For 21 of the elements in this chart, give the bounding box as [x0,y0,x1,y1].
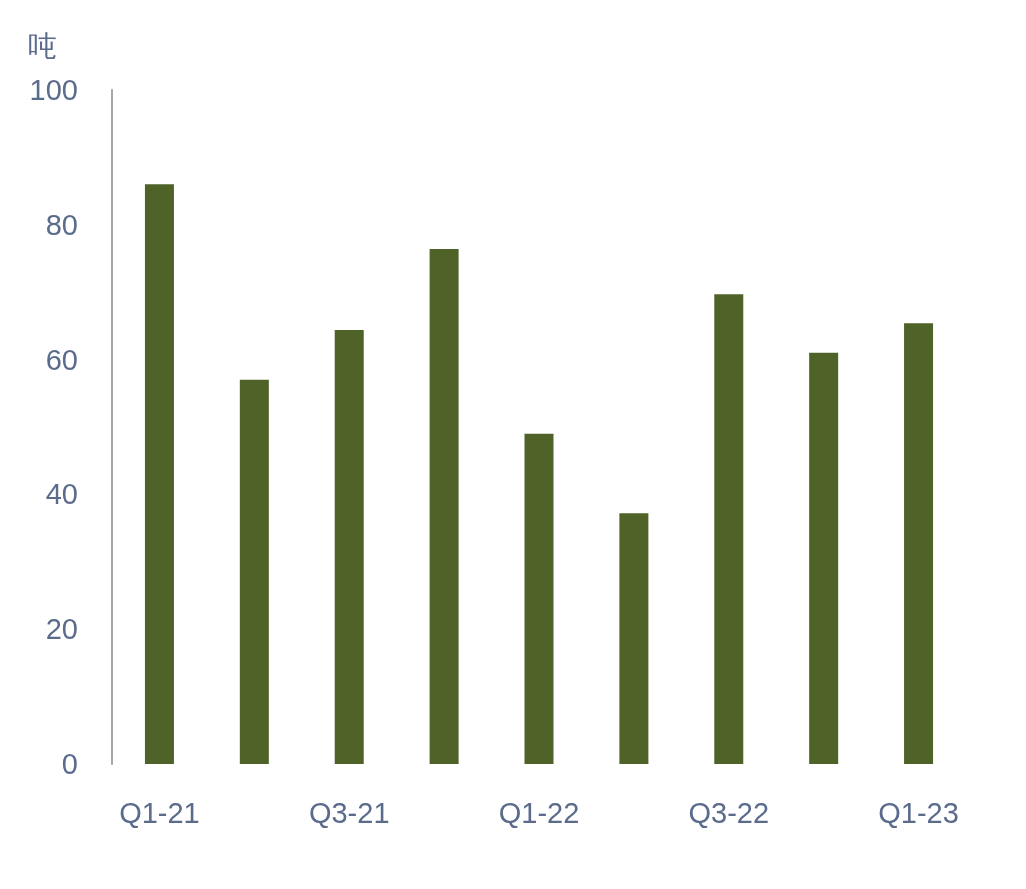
bar [144,184,174,764]
y-tick-label: 100 [29,74,78,106]
x-tick-label: Q1-21 [119,796,200,829]
y-axis-title: 吨 [28,29,57,62]
bar [809,352,839,764]
bar [334,329,364,764]
bar [619,513,649,764]
x-tick-label: Q1-22 [498,796,580,829]
bar [239,379,269,764]
bar [429,249,459,764]
bar [714,294,744,764]
y-tick-label: 60 [45,343,78,376]
x-tick-label: Q3-21 [308,796,390,829]
x-tick-label: Q3-22 [688,796,770,829]
y-tick-label: 20 [45,613,78,646]
y-tick-label: 80 [45,208,78,241]
y-tick-label: 40 [45,478,78,511]
bar [904,323,934,764]
bar [524,433,554,764]
x-tick-label: Q1-23 [878,796,959,829]
y-tick-label: 0 [61,748,78,780]
